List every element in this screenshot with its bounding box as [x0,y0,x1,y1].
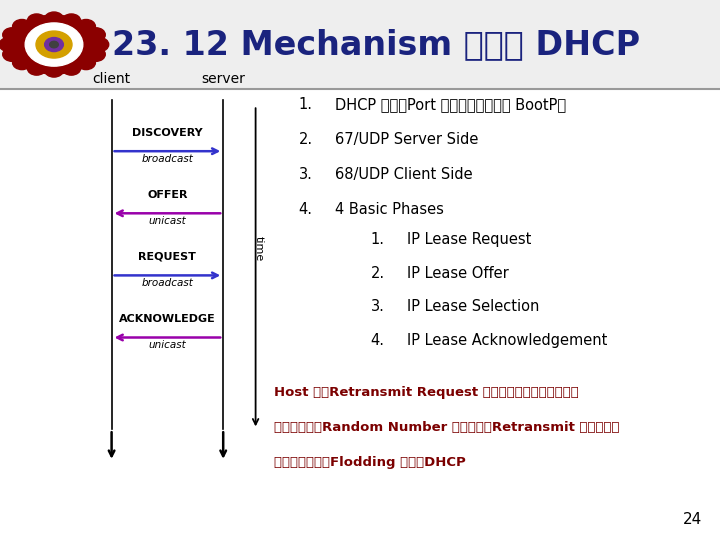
Circle shape [36,31,72,58]
Circle shape [12,19,31,33]
Circle shape [45,63,63,77]
Circle shape [25,23,83,66]
Text: unicast: unicast [148,216,186,226]
Text: DISCOVERY: DISCOVERY [132,127,203,138]
Text: client: client [93,72,130,86]
Circle shape [3,48,22,62]
Text: unicast: unicast [148,340,186,350]
Text: 4 Basic Phases: 4 Basic Phases [335,202,444,218]
Circle shape [62,14,81,28]
Text: 1.: 1. [371,232,384,247]
Circle shape [45,37,63,51]
Text: broadcast: broadcast [141,278,194,288]
Text: broadcast: broadcast [141,154,194,164]
Text: 3.: 3. [299,167,312,183]
Circle shape [3,28,22,42]
Text: 4.: 4. [371,333,384,348]
Text: 2.: 2. [299,132,313,147]
Text: 68/UDP Client Side: 68/UDP Client Side [335,167,472,183]
Circle shape [86,28,105,42]
Text: 23. 12 Mechanism ของ DHCP: 23. 12 Mechanism ของ DHCP [112,28,640,61]
Circle shape [14,15,94,74]
Text: IP Lease Request: IP Lease Request [407,232,531,247]
Text: ป้องกันFlodding ของDHCP: ป้องกันFlodding ของDHCP [274,456,465,469]
FancyBboxPatch shape [0,0,720,89]
Text: โดยใช้Random Number ในการRetransmit เพื่อ: โดยใช้Random Number ในการRetransmit เพื่… [274,421,619,434]
Text: 67/UDP Server Side: 67/UDP Server Side [335,132,478,147]
Text: DHCP ใช้Port เดียวกับ BootPแ: DHCP ใช้Port เดียวกับ BootPแ [335,97,566,112]
Text: ACKNOWLEDGE: ACKNOWLEDGE [119,314,216,324]
Circle shape [12,56,31,70]
Circle shape [77,56,96,70]
Text: time: time [254,236,264,261]
Circle shape [77,19,96,33]
Text: 4.: 4. [299,202,312,218]
Circle shape [27,14,46,28]
Text: IP Lease Acknowledgement: IP Lease Acknowledgement [407,333,607,348]
Text: 2.: 2. [371,266,385,281]
Circle shape [86,48,105,62]
Text: 1.: 1. [299,97,312,112]
Circle shape [45,12,63,26]
Text: 3.: 3. [371,299,384,314]
Text: IP Lease Offer: IP Lease Offer [407,266,508,281]
Circle shape [62,61,81,75]
Circle shape [90,37,109,51]
Text: REQUEST: REQUEST [138,252,197,262]
Circle shape [0,37,18,51]
Text: IP Lease Selection: IP Lease Selection [407,299,539,314]
Text: OFFER: OFFER [147,190,188,200]
Text: Host จะRetransmit Request เมื่อหมดเวลา: Host จะRetransmit Request เมื่อหมดเวลา [274,386,578,399]
Text: 24: 24 [683,511,702,526]
Circle shape [27,61,46,75]
Text: server: server [202,72,245,86]
Circle shape [50,42,58,48]
